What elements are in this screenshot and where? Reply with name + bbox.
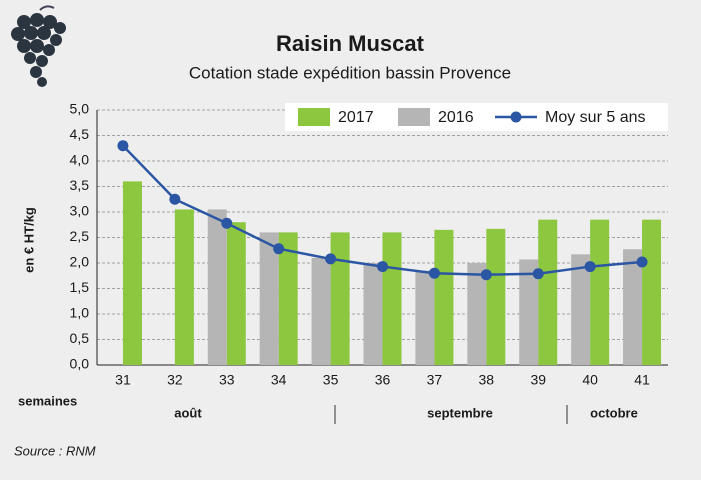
bar bbox=[434, 230, 453, 365]
source: Source : RNM bbox=[14, 443, 96, 458]
grape-icon bbox=[11, 6, 66, 87]
legend-label: 2017 bbox=[338, 109, 374, 126]
bar bbox=[590, 220, 609, 365]
bar bbox=[415, 271, 434, 365]
y-tick-label: 4,0 bbox=[70, 152, 90, 168]
y-tick-label: 0,0 bbox=[70, 356, 90, 372]
x-tick-label: 33 bbox=[219, 372, 235, 388]
line-point bbox=[169, 194, 180, 205]
bar bbox=[383, 232, 402, 365]
legend-swatch bbox=[511, 112, 522, 123]
y-tick-label: 1,0 bbox=[70, 305, 90, 321]
legend-swatch bbox=[298, 108, 330, 126]
bar bbox=[227, 222, 246, 365]
bar bbox=[331, 232, 350, 365]
month-label: septembre bbox=[427, 405, 493, 420]
x-tick-label: 32 bbox=[167, 372, 183, 388]
line-point bbox=[221, 218, 232, 229]
y-tick-label: 4,5 bbox=[70, 126, 90, 142]
line-point bbox=[481, 269, 492, 280]
bar bbox=[208, 209, 227, 365]
y-axis-label: en € HT/kg bbox=[21, 207, 36, 273]
bar bbox=[538, 220, 557, 365]
x-tick-label: 34 bbox=[271, 372, 287, 388]
line-point bbox=[325, 253, 336, 264]
line-point bbox=[637, 256, 648, 267]
legend-label: 2016 bbox=[438, 109, 474, 126]
chart-subtitle: Cotation stade expédition bassin Provenc… bbox=[189, 63, 511, 82]
bar bbox=[123, 181, 142, 365]
line-point bbox=[585, 261, 596, 272]
bar bbox=[175, 209, 194, 365]
line-point bbox=[429, 268, 440, 279]
y-tick-label: 3,0 bbox=[70, 203, 90, 219]
line-point bbox=[273, 243, 284, 254]
chart-title: Raisin Muscat bbox=[276, 31, 425, 56]
line-point bbox=[377, 261, 388, 272]
month-label: octobre bbox=[590, 405, 638, 420]
x-tick-label: 40 bbox=[582, 372, 598, 388]
line-point bbox=[533, 268, 544, 279]
x-axis-label: semaines bbox=[18, 393, 77, 408]
bar bbox=[486, 229, 505, 365]
x-tick-label: 39 bbox=[530, 372, 546, 388]
chart: Raisin Muscat Cotation stade expédition … bbox=[0, 0, 701, 480]
y-tick-label: 2,0 bbox=[70, 254, 90, 270]
x-tick-label: 31 bbox=[115, 372, 131, 388]
y-tick-label: 2,5 bbox=[70, 228, 90, 244]
y-tick-label: 3,5 bbox=[70, 177, 90, 193]
x-tick-label: 41 bbox=[634, 372, 650, 388]
line-point bbox=[117, 140, 128, 151]
bar bbox=[642, 220, 661, 365]
y-tick-label: 0,5 bbox=[70, 330, 90, 346]
legend-swatch bbox=[398, 108, 430, 126]
x-tick-label: 37 bbox=[427, 372, 443, 388]
y-tick-label: 5,0 bbox=[70, 101, 90, 117]
x-tick-label: 35 bbox=[323, 372, 339, 388]
month-label: août bbox=[174, 405, 202, 420]
y-tick-label: 1,5 bbox=[70, 279, 90, 295]
legend-label: Moy sur 5 ans bbox=[545, 109, 645, 126]
x-tick-label: 36 bbox=[375, 372, 391, 388]
x-tick-label: 38 bbox=[479, 372, 495, 388]
bar bbox=[312, 258, 331, 365]
bar bbox=[364, 263, 383, 365]
